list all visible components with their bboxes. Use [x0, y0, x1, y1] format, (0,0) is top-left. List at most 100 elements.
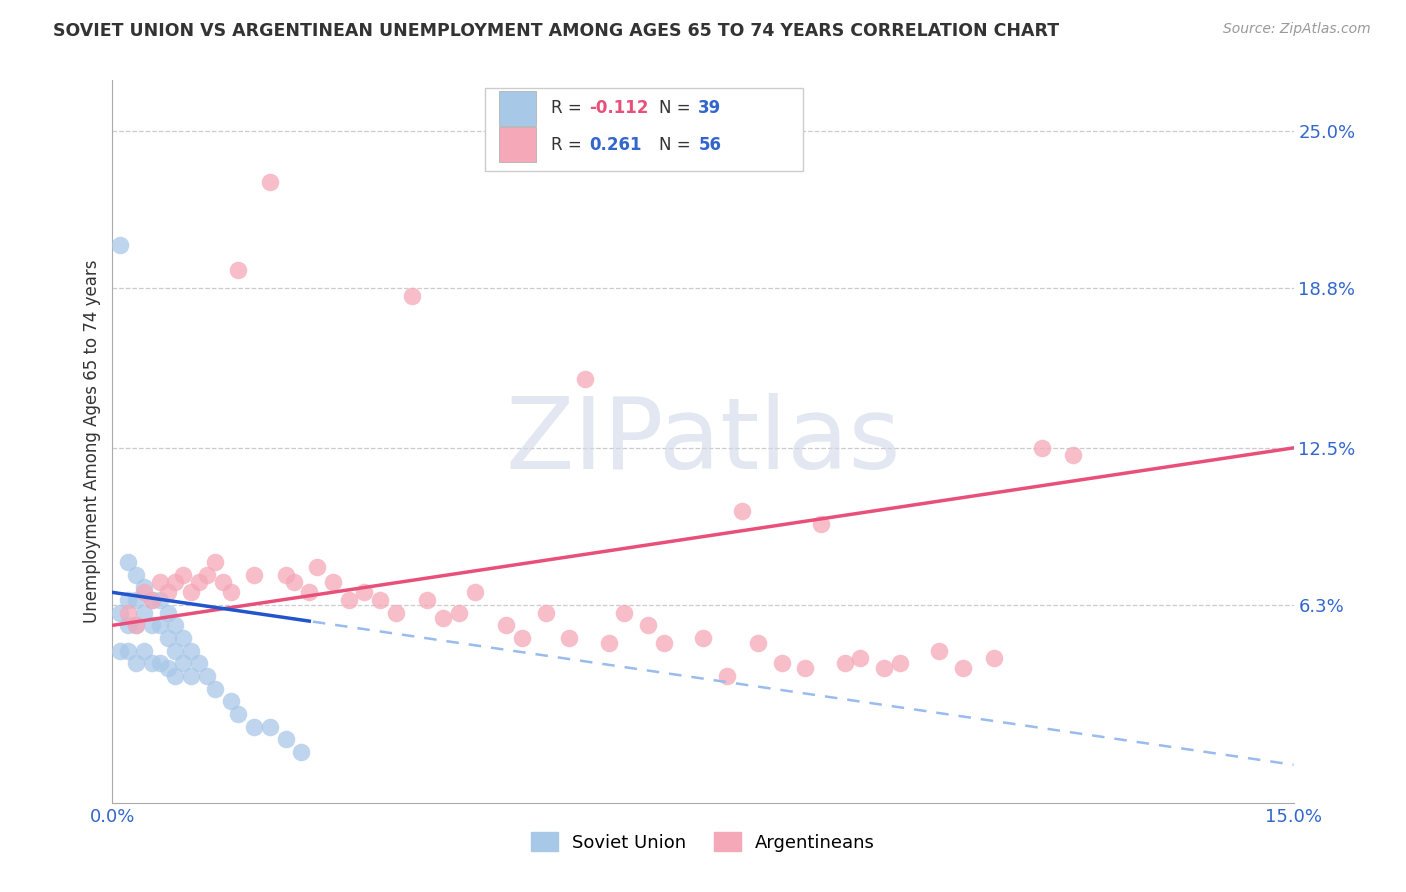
Point	[141, 618, 163, 632]
Point	[165, 643, 187, 657]
Point	[132, 585, 155, 599]
Point	[259, 720, 281, 734]
Point	[368, 593, 391, 607]
Point	[952, 661, 974, 675]
Point	[794, 661, 817, 675]
Point	[510, 631, 533, 645]
Point	[298, 585, 321, 599]
Point	[132, 606, 155, 620]
Point	[117, 643, 139, 657]
Point	[274, 567, 297, 582]
Point	[274, 732, 297, 747]
Point	[132, 580, 155, 594]
Point	[219, 694, 242, 708]
Point	[149, 593, 172, 607]
Point	[353, 585, 375, 599]
Point	[172, 567, 194, 582]
Point	[156, 631, 179, 645]
Point	[204, 681, 226, 696]
Text: 0.261: 0.261	[589, 136, 643, 153]
Point	[172, 631, 194, 645]
Point	[447, 606, 470, 620]
Point	[156, 585, 179, 599]
Point	[110, 238, 132, 252]
Point	[1062, 449, 1084, 463]
Text: R =: R =	[551, 100, 586, 118]
Point	[598, 636, 620, 650]
Point	[613, 606, 636, 620]
Point	[652, 636, 675, 650]
Point	[747, 636, 769, 650]
Point	[156, 661, 179, 675]
Legend: Soviet Union, Argentineans: Soviet Union, Argentineans	[523, 825, 883, 859]
Point	[259, 175, 281, 189]
Point	[165, 618, 187, 632]
Point	[156, 606, 179, 620]
Point	[195, 669, 218, 683]
FancyBboxPatch shape	[499, 91, 537, 126]
Text: 39: 39	[699, 100, 721, 118]
Point	[141, 593, 163, 607]
Point	[731, 504, 754, 518]
Point	[243, 720, 266, 734]
Point	[125, 657, 148, 671]
Point	[125, 593, 148, 607]
Y-axis label: Unemployment Among Ages 65 to 74 years: Unemployment Among Ages 65 to 74 years	[83, 260, 101, 624]
Point	[307, 560, 329, 574]
Point	[110, 606, 132, 620]
Text: R =: R =	[551, 136, 586, 153]
Text: Source: ZipAtlas.com: Source: ZipAtlas.com	[1223, 22, 1371, 37]
Point	[574, 372, 596, 386]
Point	[117, 593, 139, 607]
Point	[188, 657, 211, 671]
Point	[149, 657, 172, 671]
Point	[873, 661, 896, 675]
Point	[180, 643, 202, 657]
Point	[716, 669, 738, 683]
Point	[204, 555, 226, 569]
Point	[117, 555, 139, 569]
FancyBboxPatch shape	[485, 87, 803, 170]
Point	[149, 575, 172, 590]
Text: SOVIET UNION VS ARGENTINEAN UNEMPLOYMENT AMONG AGES 65 TO 74 YEARS CORRELATION C: SOVIET UNION VS ARGENTINEAN UNEMPLOYMENT…	[53, 22, 1060, 40]
Text: N =: N =	[659, 100, 696, 118]
Point	[125, 567, 148, 582]
Point	[125, 618, 148, 632]
Point	[117, 606, 139, 620]
Point	[928, 643, 950, 657]
Point	[219, 585, 242, 599]
Point	[495, 618, 517, 632]
Point	[322, 575, 344, 590]
Point	[180, 585, 202, 599]
Point	[834, 657, 856, 671]
Point	[180, 669, 202, 683]
Point	[385, 606, 408, 620]
Point	[416, 593, 439, 607]
Point	[558, 631, 581, 645]
Point	[211, 575, 233, 590]
Point	[165, 669, 187, 683]
Point	[432, 611, 454, 625]
Point	[141, 657, 163, 671]
Point	[125, 618, 148, 632]
Point	[149, 618, 172, 632]
Text: -0.112: -0.112	[589, 100, 650, 118]
Point	[1031, 441, 1053, 455]
Point	[290, 745, 312, 759]
Point	[283, 575, 305, 590]
Point	[983, 651, 1005, 665]
Point	[534, 606, 557, 620]
Point	[770, 657, 793, 671]
Point	[464, 585, 486, 599]
Point	[132, 643, 155, 657]
Point	[188, 575, 211, 590]
Text: N =: N =	[659, 136, 696, 153]
Point	[849, 651, 872, 665]
Point	[110, 643, 132, 657]
Point	[637, 618, 659, 632]
Point	[165, 575, 187, 590]
Text: ZIPatlas: ZIPatlas	[505, 393, 901, 490]
Point	[243, 567, 266, 582]
Point	[195, 567, 218, 582]
Point	[810, 516, 832, 531]
